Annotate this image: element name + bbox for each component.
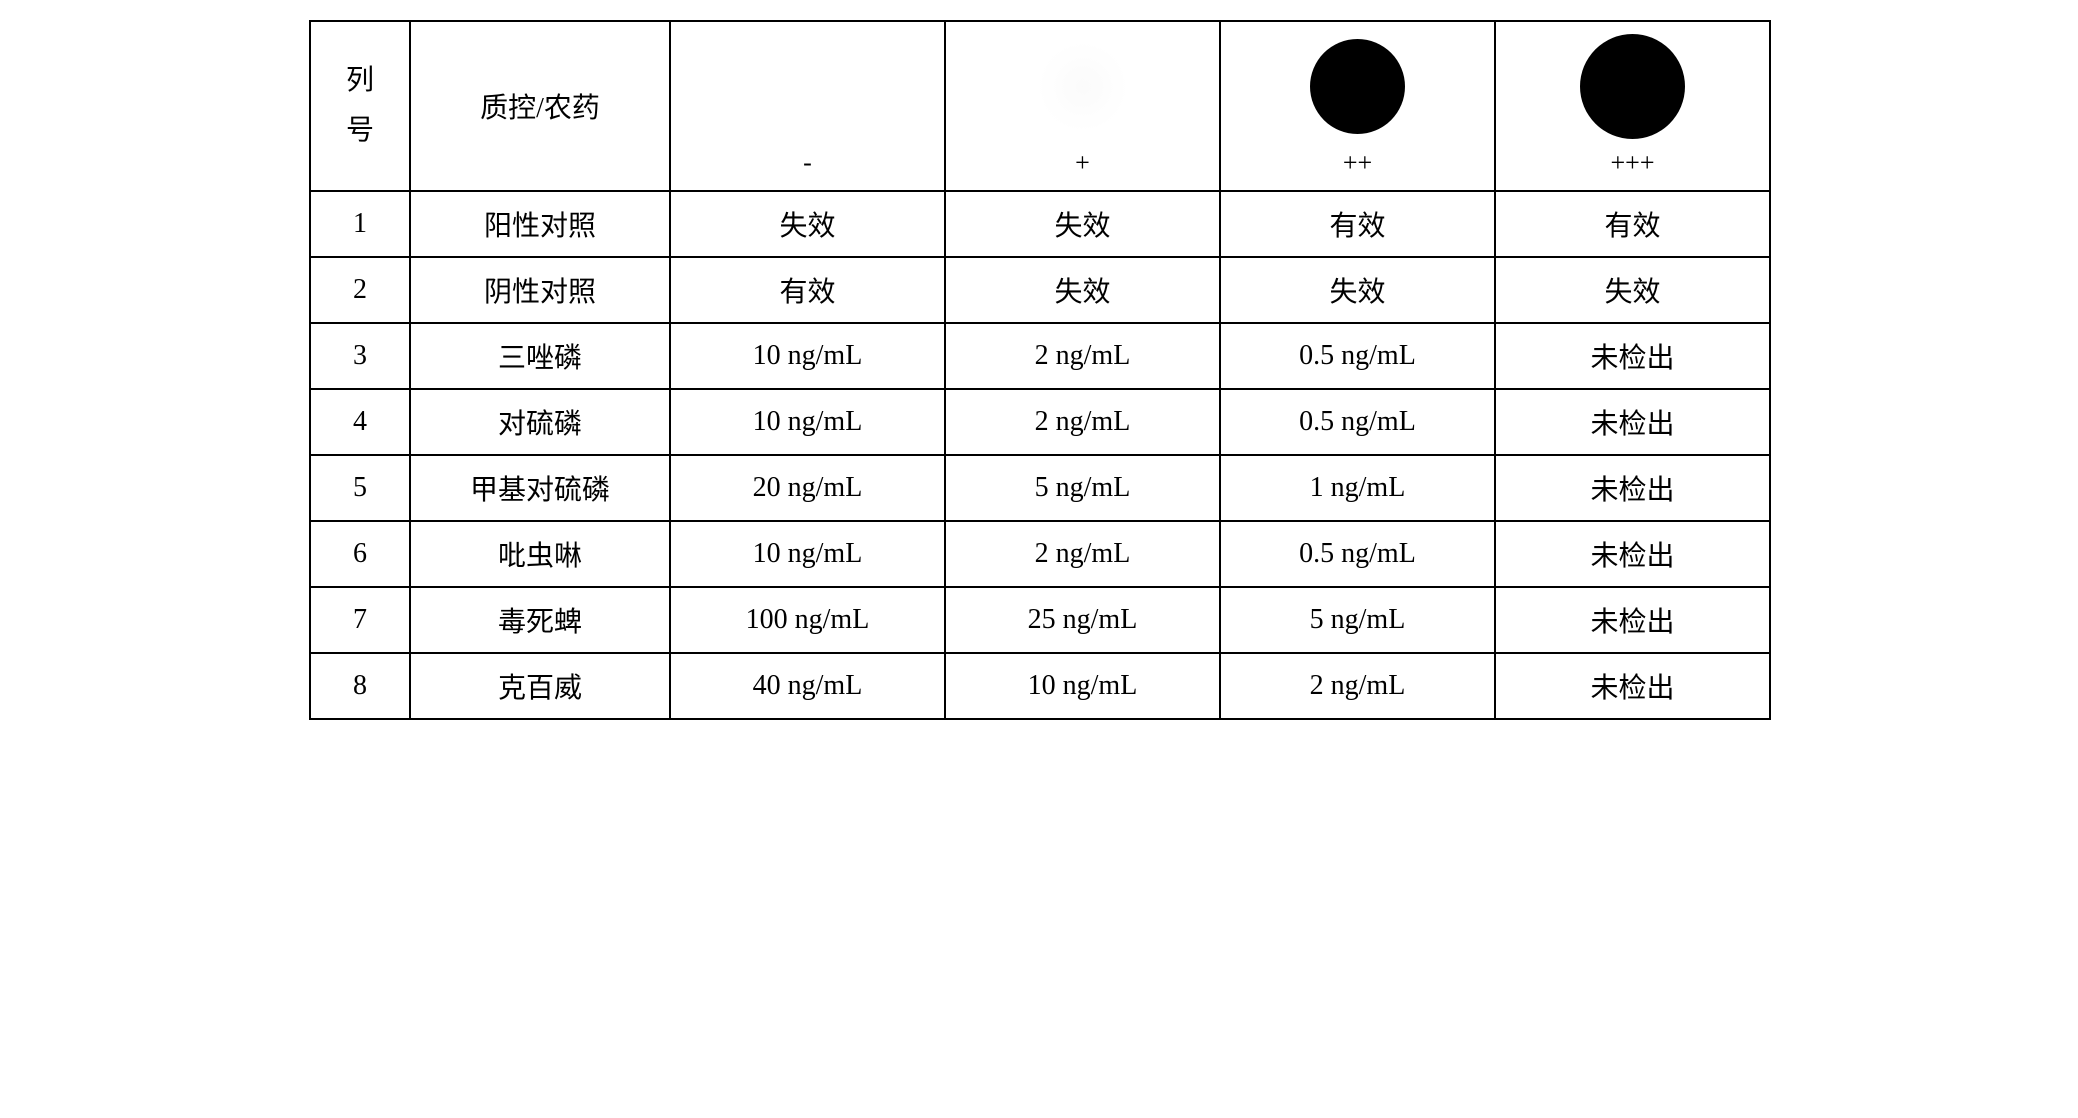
cell-value-minus: 20 ng/mL	[670, 455, 945, 521]
cell-row-number: 6	[310, 521, 410, 587]
cell-value-minus: 10 ng/mL	[670, 389, 945, 455]
cell-value-plus: 2 ng/mL	[945, 521, 1220, 587]
cell-value-plusplus: 0.5 ng/mL	[1220, 521, 1495, 587]
cell-value-plus: 失效	[945, 257, 1220, 323]
header-col-number: 列 号	[310, 21, 410, 191]
cell-value-plus: 25 ng/mL	[945, 587, 1220, 653]
cell-row-number: 3	[310, 323, 410, 389]
cell-row-number: 1	[310, 191, 410, 257]
symbol-plus: +	[1075, 148, 1090, 178]
table-row: 5 甲基对硫磷 20 ng/mL 5 ng/mL 1 ng/mL 未检出	[310, 455, 1770, 521]
circle-spacer	[1037, 34, 1129, 139]
cell-value-plusplusplus: 未检出	[1495, 323, 1770, 389]
header-col-minus: -	[670, 21, 945, 191]
table-header-row: 列 号 质控/农药 -	[310, 21, 1770, 191]
symbol-plusplusplus: +++	[1611, 148, 1655, 178]
cell-pesticide-name: 克百威	[410, 653, 670, 719]
cell-pesticide-name: 吡虫啉	[410, 521, 670, 587]
header-col-plusplusplus: +++	[1495, 21, 1770, 191]
table-row: 4 对硫磷 10 ng/mL 2 ng/mL 0.5 ng/mL 未检出	[310, 389, 1770, 455]
data-table: 列 号 质控/农药 -	[309, 20, 1771, 720]
symbol-minus: -	[803, 148, 812, 178]
cell-pesticide-name: 三唑磷	[410, 323, 670, 389]
cell-row-number: 5	[310, 455, 410, 521]
cell-value-plus: 2 ng/mL	[945, 389, 1220, 455]
cell-value-minus: 10 ng/mL	[670, 521, 945, 587]
intensity-indicator-dark: +++	[1504, 34, 1761, 178]
circle-medium-icon	[1310, 39, 1405, 134]
header-col-plusplus: ++	[1220, 21, 1495, 191]
cell-value-plus: 2 ng/mL	[945, 323, 1220, 389]
circle-spacer	[1310, 34, 1405, 139]
cell-value-plusplus: 0.5 ng/mL	[1220, 389, 1495, 455]
symbol-plusplus: ++	[1343, 148, 1372, 178]
cell-value-plus: 10 ng/mL	[945, 653, 1220, 719]
circle-light-icon	[1037, 41, 1129, 133]
cell-pesticide-name: 阴性对照	[410, 257, 670, 323]
table-row: 3 三唑磷 10 ng/mL 2 ng/mL 0.5 ng/mL 未检出	[310, 323, 1770, 389]
cell-value-plusplusplus: 未检出	[1495, 521, 1770, 587]
header-col1-line1: 列	[319, 56, 401, 106]
header-col-name: 质控/农药	[410, 21, 670, 191]
table-body: 1 阳性对照 失效 失效 有效 有效 2 阴性对照 有效 失效 失效 失效 3 …	[310, 191, 1770, 719]
cell-value-minus: 10 ng/mL	[670, 323, 945, 389]
cell-value-plusplusplus: 失效	[1495, 257, 1770, 323]
circle-spacer	[763, 34, 853, 139]
cell-value-plusplus: 1 ng/mL	[1220, 455, 1495, 521]
cell-row-number: 7	[310, 587, 410, 653]
cell-pesticide-name: 甲基对硫磷	[410, 455, 670, 521]
cell-value-plusplusplus: 未检出	[1495, 587, 1770, 653]
header-col-plus: +	[945, 21, 1220, 191]
cell-row-number: 2	[310, 257, 410, 323]
cell-value-plusplusplus: 未检出	[1495, 455, 1770, 521]
cell-value-plusplusplus: 未检出	[1495, 653, 1770, 719]
intensity-indicator-medium: ++	[1229, 34, 1486, 178]
header-col2-label: 质控/农药	[480, 93, 600, 124]
cell-row-number: 4	[310, 389, 410, 455]
cell-pesticide-name: 对硫磷	[410, 389, 670, 455]
table-row: 8 克百威 40 ng/mL 10 ng/mL 2 ng/mL 未检出	[310, 653, 1770, 719]
circle-dark-icon	[1580, 34, 1685, 139]
cell-row-number: 8	[310, 653, 410, 719]
cell-value-plusplus: 有效	[1220, 191, 1495, 257]
pesticide-detection-table: 列 号 质控/农药 -	[309, 20, 1769, 720]
cell-value-minus: 40 ng/mL	[670, 653, 945, 719]
circle-spacer	[1580, 34, 1685, 139]
cell-value-minus: 有效	[670, 257, 945, 323]
cell-pesticide-name: 毒死蜱	[410, 587, 670, 653]
cell-value-plusplus: 5 ng/mL	[1220, 587, 1495, 653]
cell-value-minus: 失效	[670, 191, 945, 257]
table-row: 2 阴性对照 有效 失效 失效 失效	[310, 257, 1770, 323]
cell-value-plusplusplus: 有效	[1495, 191, 1770, 257]
table-row: 6 吡虫啉 10 ng/mL 2 ng/mL 0.5 ng/mL 未检出	[310, 521, 1770, 587]
circle-none-icon	[763, 42, 853, 132]
cell-value-plus: 5 ng/mL	[945, 455, 1220, 521]
cell-value-minus: 100 ng/mL	[670, 587, 945, 653]
cell-value-plusplus: 失效	[1220, 257, 1495, 323]
cell-value-plusplus: 0.5 ng/mL	[1220, 323, 1495, 389]
cell-value-plusplus: 2 ng/mL	[1220, 653, 1495, 719]
intensity-indicator-light: +	[954, 34, 1211, 178]
intensity-indicator-none: -	[679, 34, 936, 178]
table-row: 1 阳性对照 失效 失效 有效 有效	[310, 191, 1770, 257]
table-row: 7 毒死蜱 100 ng/mL 25 ng/mL 5 ng/mL 未检出	[310, 587, 1770, 653]
header-col1-line2: 号	[319, 106, 401, 156]
cell-value-plus: 失效	[945, 191, 1220, 257]
cell-value-plusplusplus: 未检出	[1495, 389, 1770, 455]
cell-pesticide-name: 阳性对照	[410, 191, 670, 257]
